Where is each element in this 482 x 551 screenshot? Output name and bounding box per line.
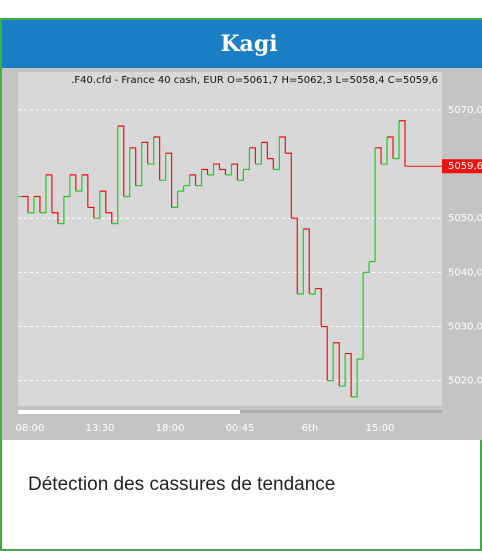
kagi-segment — [141, 141, 149, 165]
kagi-segment — [201, 168, 209, 175]
kagi-segment — [309, 288, 316, 295]
x-tick-label: 18:00 — [156, 423, 185, 434]
x-tick-label: 6th — [302, 423, 319, 434]
kagi-segment — [171, 191, 179, 208]
kagi-segment — [219, 168, 227, 175]
y-tick-label: 5040,0 — [448, 267, 482, 278]
kagi-segment — [87, 206, 95, 219]
kagi-segment — [22, 195, 29, 213]
kagi-segment — [243, 147, 251, 171]
kagi-segment — [33, 195, 41, 213]
kagi-segment — [327, 342, 334, 382]
kagi-segment — [123, 147, 131, 198]
kagi-segment — [213, 163, 221, 170]
kagi-segment — [183, 174, 191, 187]
y-tick-label: 5020,0 — [448, 376, 482, 387]
x-tick-label: 00:45 — [226, 423, 255, 434]
kagi-segment — [57, 196, 65, 225]
kagi-segment — [297, 229, 304, 295]
kagi-segment — [81, 174, 89, 208]
kagi-segment — [45, 174, 53, 213]
kagi-segment — [279, 136, 286, 154]
chart-title: .F40.cfd - France 40 cash, EUR O=5061,7 … — [71, 75, 438, 86]
kagi-segment — [291, 217, 298, 294]
kagi-segment — [75, 174, 83, 192]
caption: Détection des cassures de tendance — [28, 474, 335, 495]
kagi-segment — [69, 174, 77, 192]
kagi-segment — [399, 120, 406, 167]
header-bar — [2, 20, 482, 68]
kagi-segment — [339, 353, 346, 387]
y-tick-label: 5050,0 — [448, 213, 482, 224]
kagi-segment — [147, 136, 155, 165]
x-tick-label: 13:30 — [86, 423, 115, 434]
kagi-segment — [195, 169, 203, 187]
kagi-segment — [363, 261, 370, 273]
kagi-segment — [357, 272, 364, 360]
kagi-segment — [261, 141, 268, 159]
kagi-segment — [249, 147, 256, 165]
kagi-segment — [273, 136, 280, 171]
kagi-segment — [267, 158, 274, 170]
kagi-segment — [105, 212, 113, 224]
kagi-segment — [51, 212, 59, 224]
kagi-segment — [381, 136, 388, 165]
kagi-segment — [111, 126, 119, 225]
kagi-segment — [231, 163, 239, 181]
kagi-segment — [369, 147, 376, 263]
kagi-segment — [93, 191, 101, 219]
kagi-segment — [117, 125, 125, 197]
kagi-segment — [333, 342, 340, 387]
y-tick-label: 5030,0 — [448, 321, 482, 332]
plot-area — [18, 72, 442, 406]
kagi-segment — [315, 287, 322, 327]
kagi-segment — [135, 142, 143, 187]
kagi-segment — [255, 142, 262, 165]
kagi-segment — [27, 196, 35, 214]
y-tick-label: 5070,0 — [448, 105, 482, 116]
kagi-segment — [393, 120, 400, 160]
kagi-segment — [129, 147, 137, 186]
kagi-segment — [321, 325, 328, 381]
scroll-thumb — [18, 410, 240, 414]
kagi-segment — [177, 185, 185, 192]
kagi-segment — [387, 136, 394, 159]
kagi-segment — [285, 152, 292, 219]
kagi-segment — [303, 228, 310, 294]
kagi-segment — [351, 358, 358, 398]
x-tick-label: 15:00 — [366, 423, 395, 434]
last-price-label: 5059,6 — [448, 161, 482, 172]
kagi-segment — [225, 164, 233, 176]
kagi-segment — [153, 136, 161, 181]
last-price-box — [442, 159, 482, 174]
kagi-segment — [189, 174, 197, 186]
kagi-segment — [63, 174, 71, 198]
kagi-segment — [165, 152, 173, 208]
kagi-segment — [375, 147, 382, 165]
x-tick-label: 08:00 — [16, 423, 45, 434]
kagi-segment — [39, 174, 47, 214]
kagi-segment — [159, 153, 167, 181]
kagi-segment — [345, 352, 352, 397]
kagi-segment — [99, 190, 107, 213]
kagi-segment — [207, 164, 215, 176]
header-title: Kagi — [220, 31, 277, 57]
kagi-segment — [237, 169, 245, 181]
